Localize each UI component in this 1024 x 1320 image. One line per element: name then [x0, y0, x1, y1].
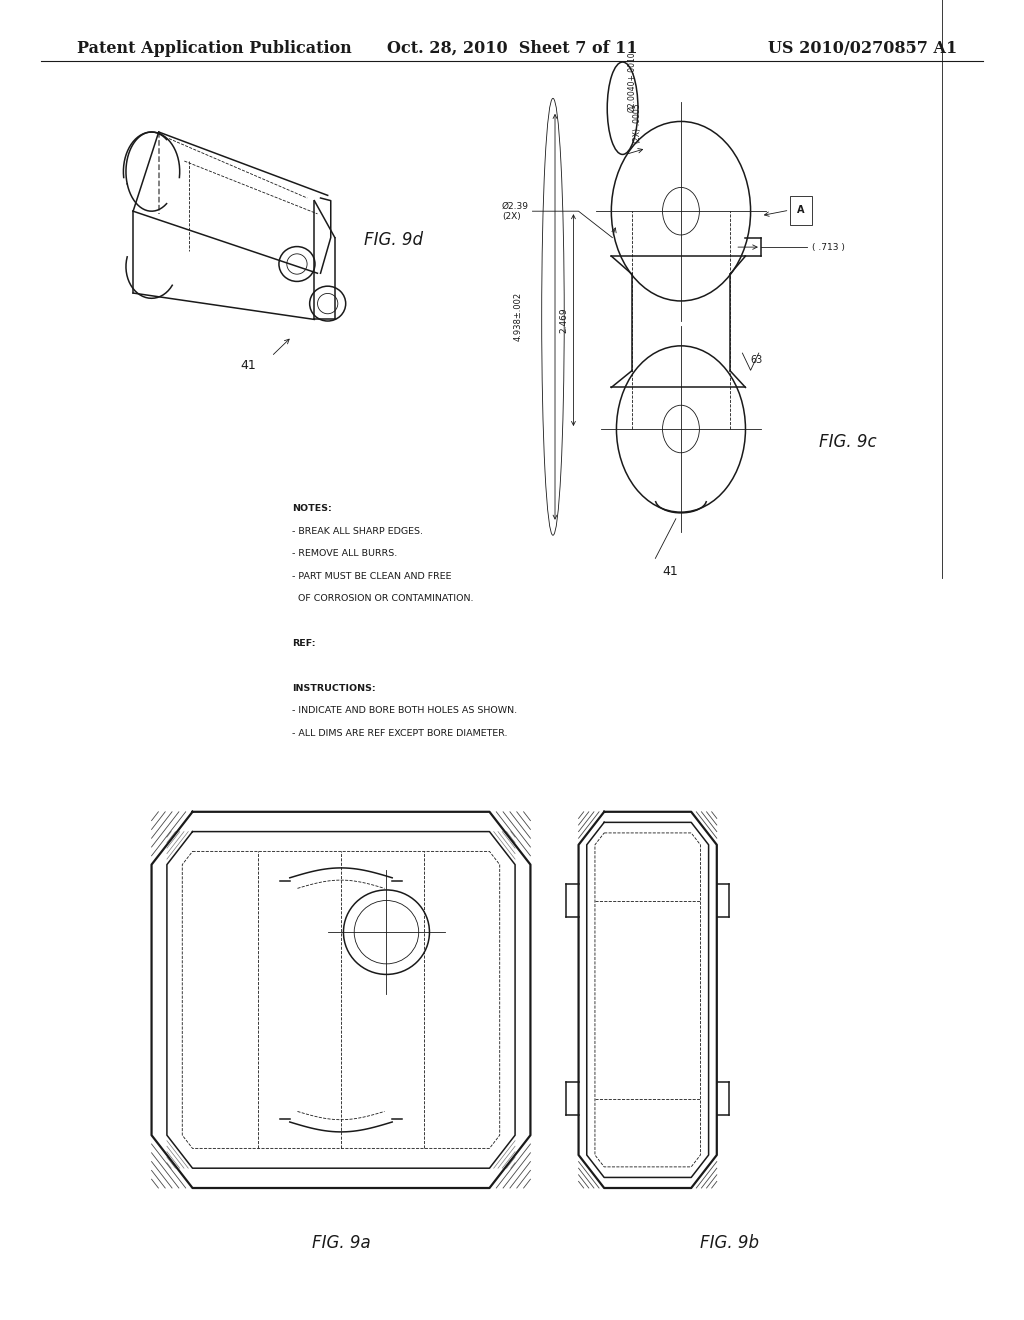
- Text: - INDICATE AND BORE BOTH HOLES AS SHOWN.: - INDICATE AND BORE BOTH HOLES AS SHOWN.: [292, 706, 517, 715]
- Text: INSTRUCTIONS:: INSTRUCTIONS:: [292, 684, 376, 693]
- Text: - BREAK ALL SHARP EDGES.: - BREAK ALL SHARP EDGES.: [292, 527, 423, 536]
- Text: FIG. 9a: FIG. 9a: [311, 1234, 371, 1253]
- Text: 63: 63: [751, 355, 763, 364]
- Text: OF CORROSION OR CONTAMINATION.: OF CORROSION OR CONTAMINATION.: [292, 594, 473, 603]
- Text: Patent Application Publication: Patent Application Publication: [77, 40, 351, 57]
- Text: 4.938±.002: 4.938±.002: [513, 292, 522, 342]
- Text: 41: 41: [241, 359, 256, 372]
- Text: Ø2.0040+.0010: Ø2.0040+.0010: [628, 51, 637, 112]
- Text: FIG. 9b: FIG. 9b: [700, 1234, 759, 1253]
- Text: - PART MUST BE CLEAN AND FREE: - PART MUST BE CLEAN AND FREE: [292, 572, 452, 581]
- Text: FIG. 9d: FIG. 9d: [364, 231, 423, 249]
- Text: REF:: REF:: [292, 639, 315, 648]
- Text: FIG. 9c: FIG. 9c: [819, 433, 877, 451]
- Text: 41: 41: [663, 565, 679, 578]
- Text: A: A: [797, 205, 805, 215]
- Text: ( .713 ): ( .713 ): [812, 243, 845, 252]
- Text: - REMOVE ALL BURRS.: - REMOVE ALL BURRS.: [292, 549, 397, 558]
- Text: - ALL DIMS ARE REF EXCEPT BORE DIAMETER.: - ALL DIMS ARE REF EXCEPT BORE DIAMETER.: [292, 729, 507, 738]
- Text: NOTES:: NOTES:: [292, 504, 332, 513]
- Text: Oct. 28, 2010  Sheet 7 of 11: Oct. 28, 2010 Sheet 7 of 11: [387, 40, 637, 57]
- Bar: [790, 195, 812, 224]
- Text: Ø2.39
(2X): Ø2.39 (2X): [502, 202, 528, 220]
- Text: 2.469: 2.469: [559, 308, 568, 333]
- Text: (2X): (2X): [633, 127, 642, 143]
- Text: -.0005: -.0005: [633, 103, 642, 127]
- Text: US 2010/0270857 A1: US 2010/0270857 A1: [768, 40, 957, 57]
